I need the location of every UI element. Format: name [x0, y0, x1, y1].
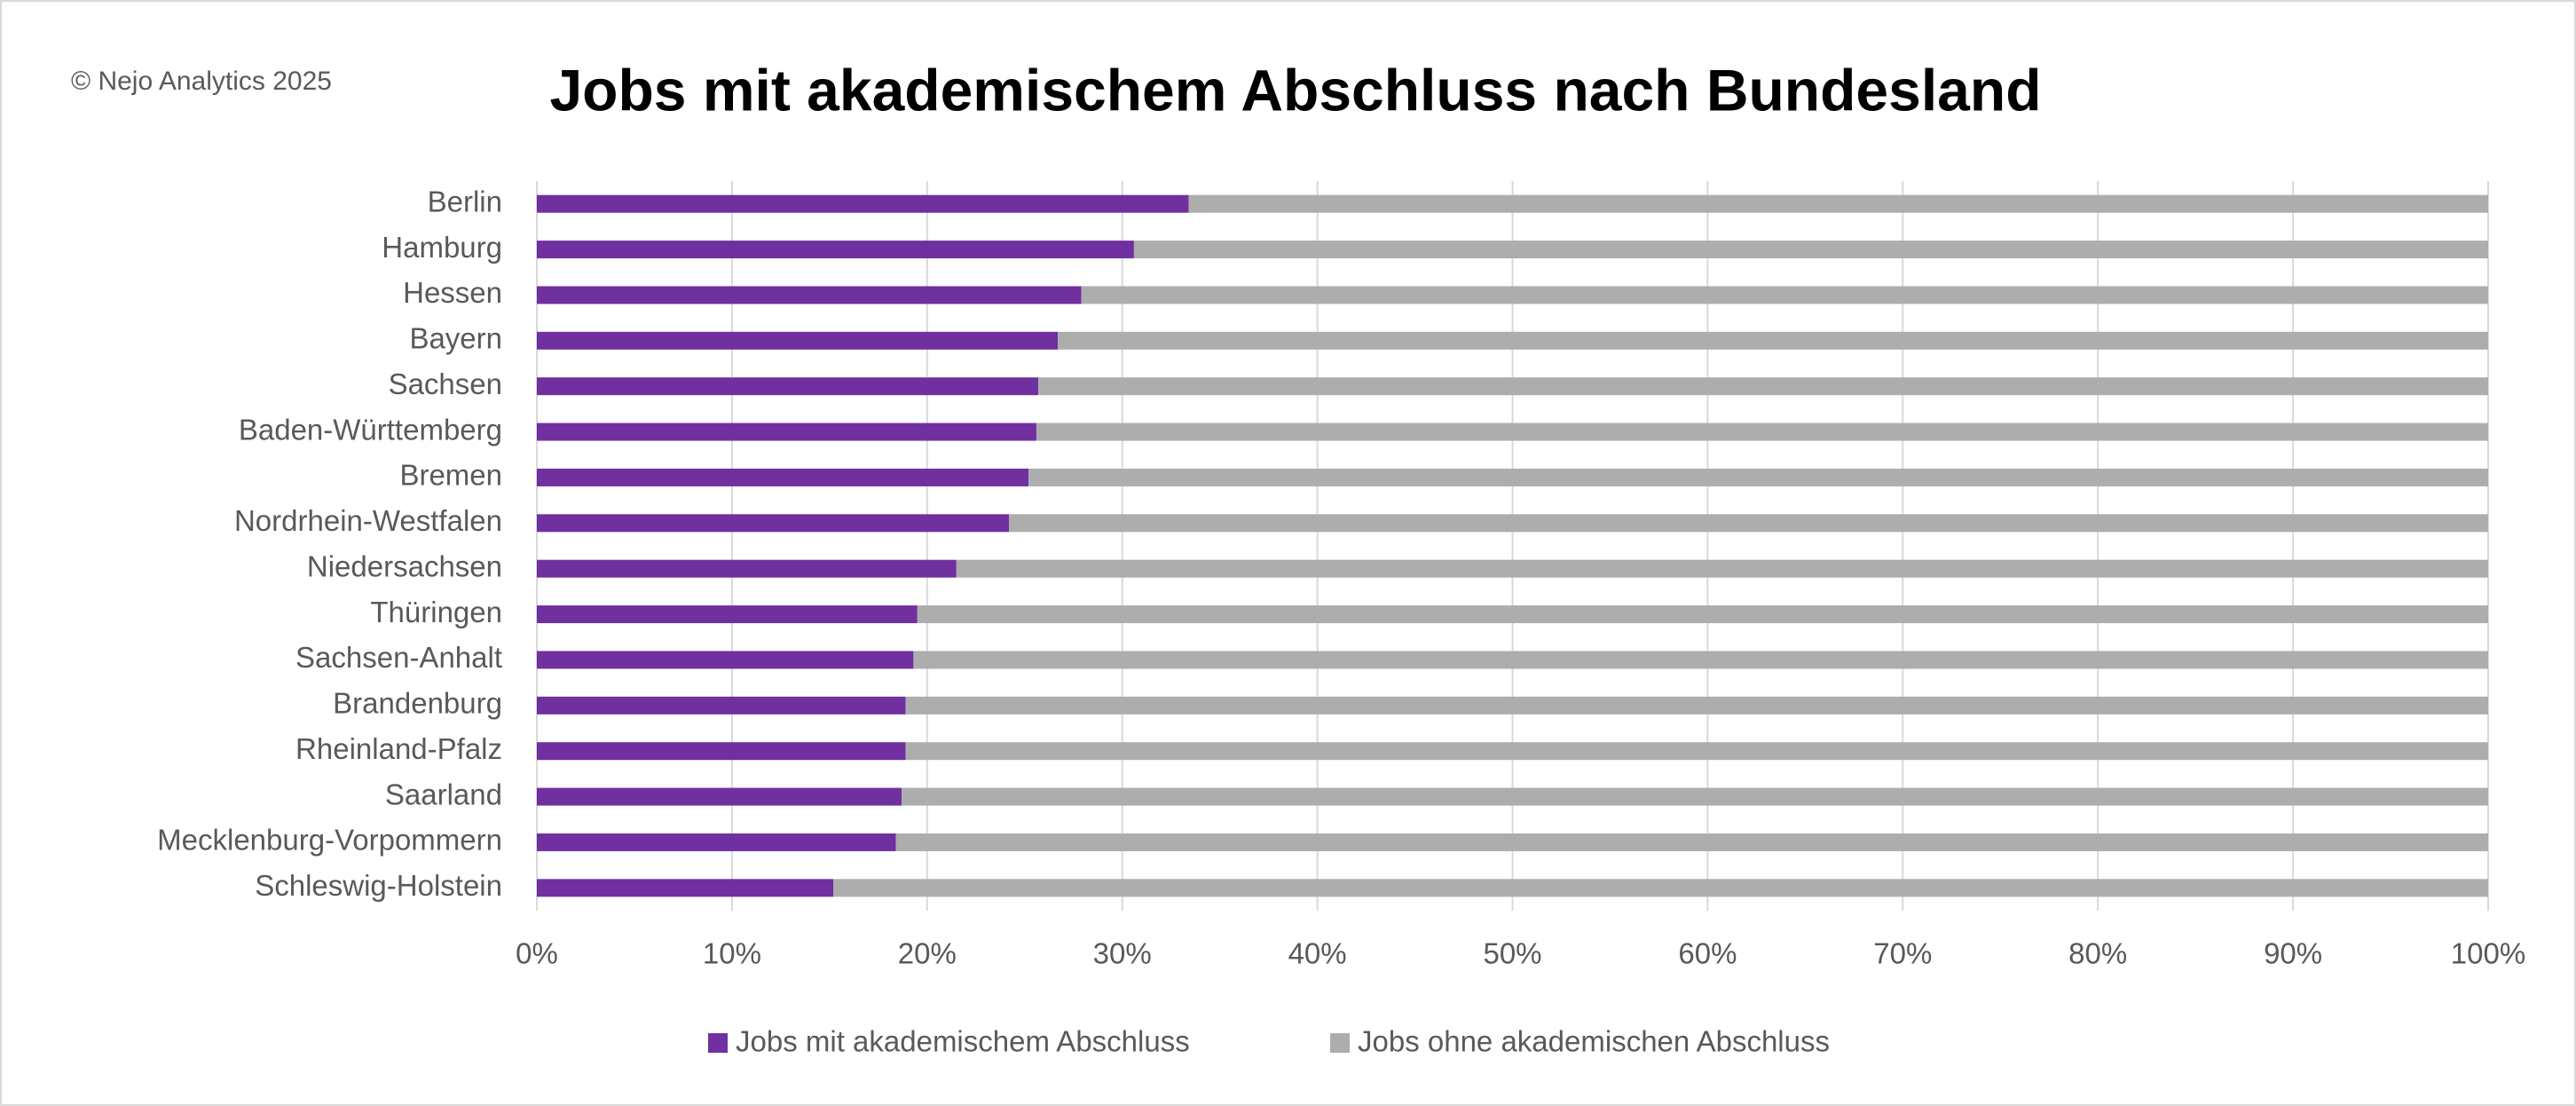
bar [537, 559, 957, 578]
y-tick-label: Bayern [409, 322, 502, 355]
bar [902, 787, 2488, 806]
y-tick-label: Niedersachsen [307, 549, 502, 582]
bar [537, 651, 914, 669]
bar [537, 833, 896, 851]
bar [1081, 286, 2488, 304]
y-tick-label: Nordrhein-Westfalen [234, 504, 502, 537]
legend-label: Jobs mit akademischem Abschluss [736, 1025, 1190, 1058]
x-tick-label: 100% [2451, 937, 2525, 970]
bar [913, 651, 2488, 669]
x-tick-label: 90% [2264, 937, 2322, 970]
y-tick-label: Thüringen [370, 596, 502, 628]
bar [537, 605, 918, 624]
bar [537, 331, 1059, 350]
x-tick-label: 30% [1093, 937, 1152, 970]
y-tick-label: Baden-Württemberg [239, 413, 502, 446]
bar [537, 696, 906, 715]
bar [917, 605, 2488, 624]
bar [905, 742, 2488, 761]
bar [1188, 194, 2488, 213]
copyright: © Nejo Analytics 2025 [71, 67, 332, 96]
bar [1036, 423, 2488, 441]
x-tick-label: 60% [1678, 937, 1737, 970]
y-tick-label: Rheinland-Pfalz [295, 732, 502, 765]
legend-label: Jobs ohne akademischen Abschluss [1358, 1025, 1830, 1058]
bar [1009, 514, 2488, 533]
x-tick-label: 10% [703, 937, 761, 970]
bar [537, 468, 1029, 486]
y-tick-label: Saarland [385, 778, 502, 810]
chart-title: Jobs mit akademischem Abschluss nach Bun… [549, 57, 2041, 122]
bar [956, 559, 2488, 578]
bar [1133, 241, 2488, 259]
y-tick-label: Hamburg [382, 231, 502, 264]
bar [1028, 468, 2488, 486]
legend-swatch [708, 1033, 728, 1053]
bar [833, 879, 2488, 897]
bar [537, 742, 906, 761]
bar [537, 194, 1189, 213]
y-tick-label: Schleswig-Holstein [255, 869, 502, 902]
x-tick-label: 20% [898, 937, 957, 970]
y-tick-label: Hessen [403, 276, 502, 309]
bar [905, 696, 2488, 715]
y-tick-label: Sachsen-Anhalt [295, 641, 502, 674]
x-tick-label: 0% [516, 937, 558, 970]
bar [537, 241, 1134, 259]
bar [537, 787, 902, 806]
bar [1058, 331, 2488, 350]
bar [1038, 377, 2488, 396]
legend-swatch [1330, 1033, 1350, 1053]
bar [537, 286, 1082, 304]
x-tick-label: 70% [1873, 937, 1932, 970]
x-tick-label: 40% [1288, 937, 1347, 970]
y-tick-label: Bremen [399, 459, 502, 492]
x-tick-label: 50% [1483, 937, 1541, 970]
x-tick-label: 80% [2068, 937, 2127, 970]
bar [537, 879, 834, 897]
y-tick-label: Sachsen [389, 367, 502, 400]
bar [537, 514, 1010, 533]
bar [537, 377, 1039, 396]
bar [537, 423, 1036, 441]
y-tick-label: Brandenburg [333, 687, 502, 720]
y-tick-label: Berlin [428, 185, 502, 217]
y-tick-label: Mecklenburg-Vorpommern [157, 824, 502, 857]
bar [895, 833, 2489, 851]
